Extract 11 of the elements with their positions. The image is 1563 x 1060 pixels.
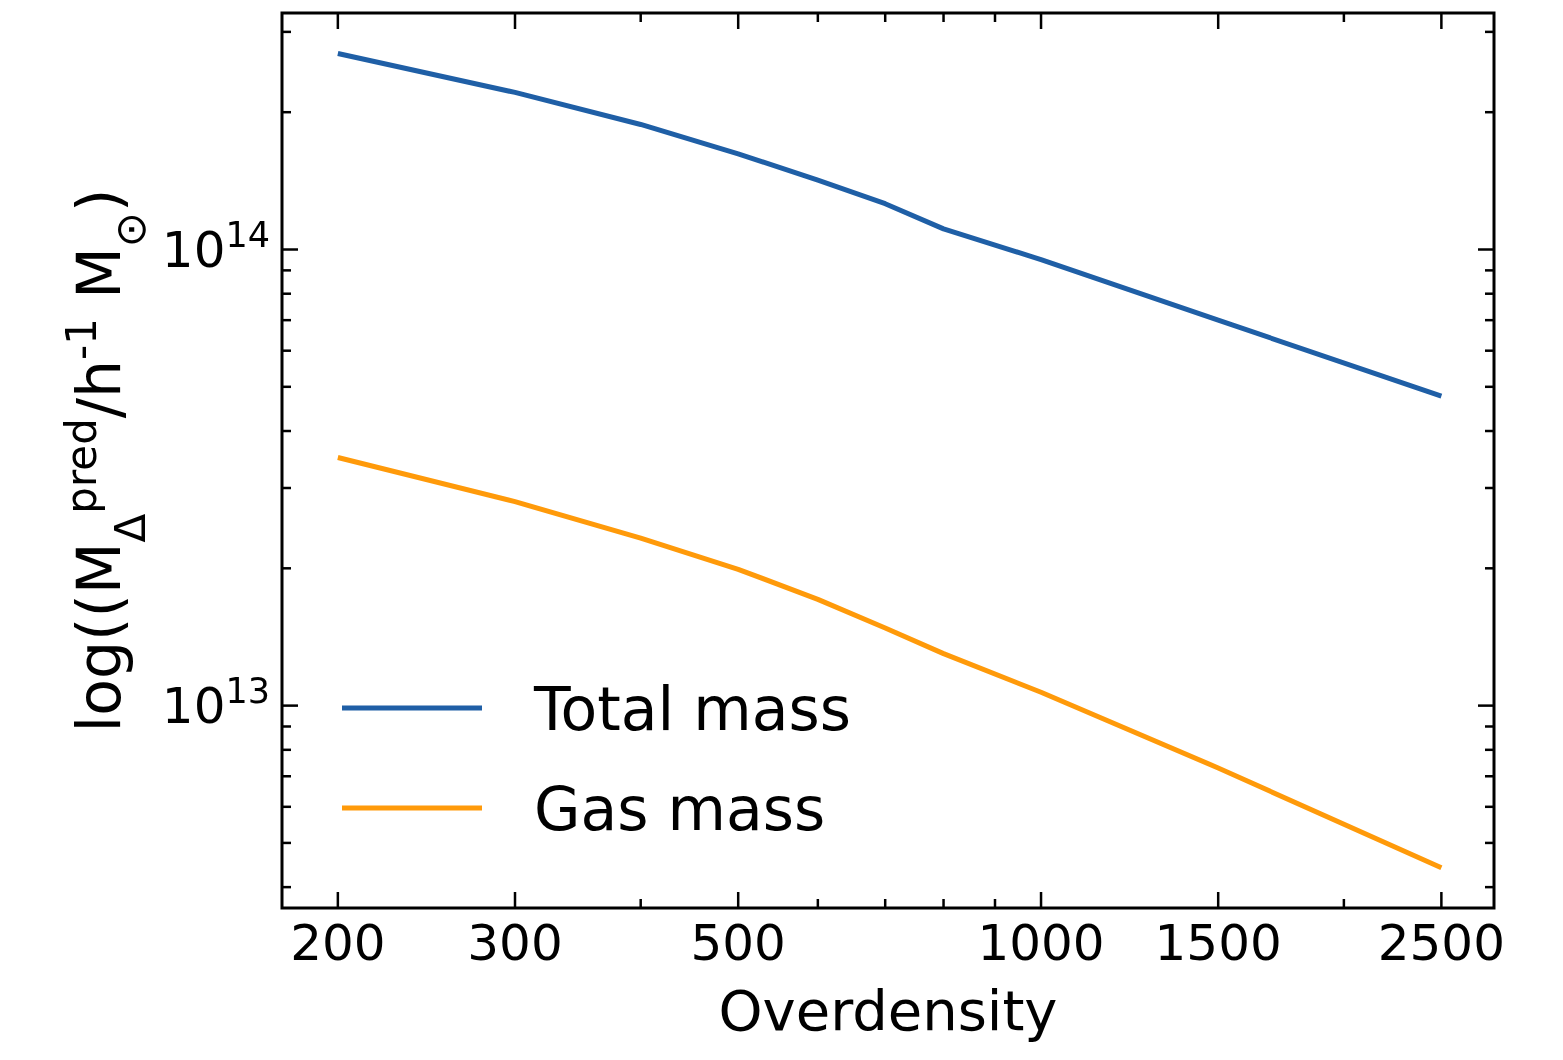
y-tick-label: 10$^{13}$ bbox=[161, 670, 270, 735]
x-tick-label: 300 bbox=[467, 914, 563, 972]
legend-label: Total mass bbox=[533, 674, 851, 744]
x-tick-label: 500 bbox=[690, 914, 786, 972]
x-axis-title: Overdensity bbox=[718, 978, 1058, 1043]
x-tick-label: 1500 bbox=[1154, 914, 1282, 972]
x-tick-label: 200 bbox=[290, 914, 386, 972]
x-tick-label: 1000 bbox=[977, 914, 1105, 972]
y-tick-label: 10$^{14}$ bbox=[161, 214, 270, 279]
legend-label: Gas mass bbox=[534, 774, 826, 844]
x-tick-label: 2500 bbox=[1377, 914, 1505, 972]
